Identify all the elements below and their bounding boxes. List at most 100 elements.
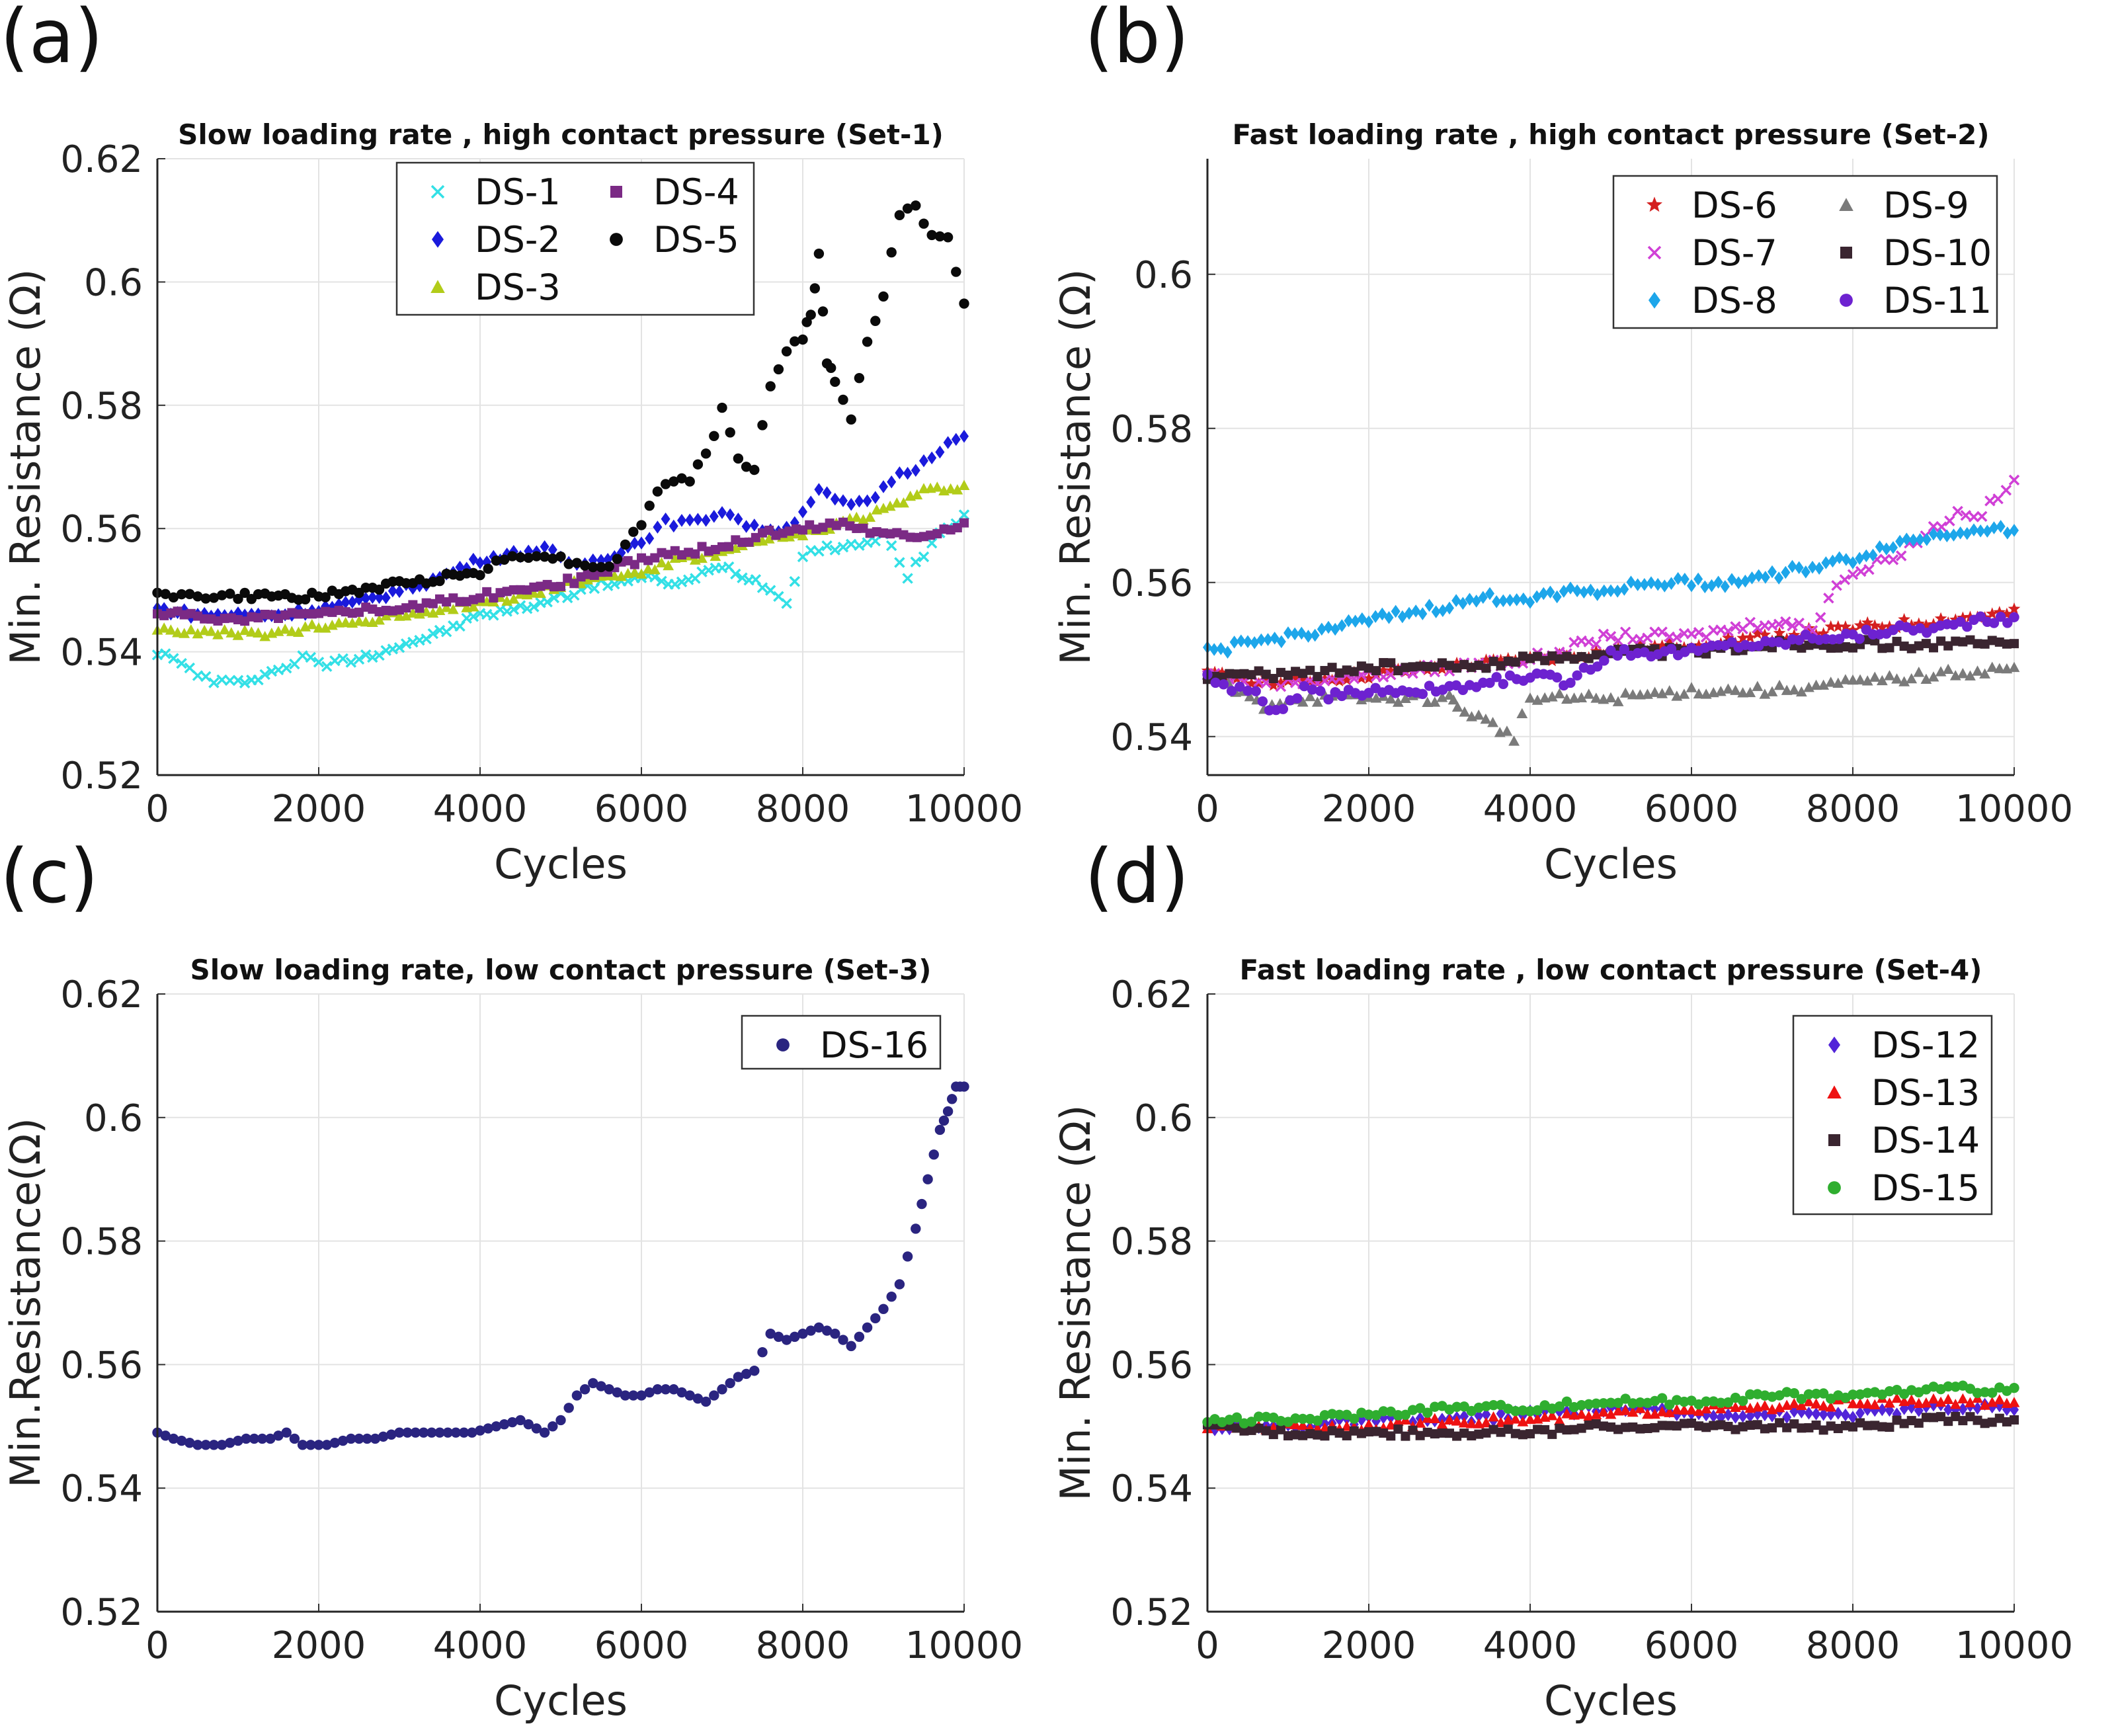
data-point [951, 433, 961, 446]
data-point [1965, 1412, 1975, 1422]
series-ds-16 [152, 1081, 969, 1450]
data-point [394, 1427, 405, 1438]
data-point [1510, 1428, 1520, 1438]
data-point [1510, 657, 1520, 667]
data-point [467, 1427, 477, 1438]
data-point [1510, 1405, 1521, 1417]
data-point [1803, 1395, 1814, 1407]
data-point [1261, 1426, 1271, 1436]
data-point [523, 552, 534, 563]
data-point [717, 402, 727, 413]
data-point [1590, 692, 1602, 703]
legend-marker [1828, 1036, 1840, 1054]
y-tick-label: 0.54 [1110, 1467, 1193, 1510]
data-point [1209, 643, 1219, 656]
data-point [1715, 1397, 1727, 1408]
data-point [652, 486, 663, 497]
data-point [1727, 573, 1736, 586]
data-point [507, 551, 518, 561]
data-point [374, 584, 385, 595]
data-point [870, 315, 881, 326]
data-point [1569, 654, 1579, 664]
data-point [475, 1425, 485, 1436]
data-point [911, 489, 923, 500]
data-point [1498, 679, 1509, 690]
data-point [233, 593, 243, 604]
data-point [684, 1390, 695, 1401]
data-point [1356, 1428, 1366, 1438]
data-point [730, 568, 741, 580]
y-tick-label: 0.6 [84, 1097, 143, 1140]
data-point [571, 558, 583, 568]
data-point [1738, 1422, 1748, 1432]
data-point [1774, 571, 1784, 585]
x-tick-label: 4000 [1483, 788, 1578, 831]
data-point [368, 591, 378, 604]
data-point [898, 497, 909, 508]
data-point [160, 589, 171, 599]
data-point [1949, 613, 1962, 626]
data-point [757, 420, 768, 431]
data-point [918, 551, 930, 563]
data-point [1869, 1399, 1881, 1410]
data-point [176, 657, 187, 669]
legend-marker [1647, 196, 1662, 212]
data-point [1811, 1421, 1821, 1430]
panel-label-d: (d) [1084, 834, 1190, 920]
data-point [1881, 542, 1891, 556]
data-point [1935, 521, 1947, 532]
data-point [212, 629, 224, 640]
data-point [1818, 1407, 1828, 1421]
x-tick-label: 8000 [1806, 788, 1900, 831]
data-point [1568, 692, 1580, 703]
data-point [1532, 1405, 1543, 1416]
data-point [862, 337, 873, 347]
data-point [184, 1438, 195, 1448]
x-tick-label: 4000 [1483, 1624, 1578, 1667]
y-tick-label: 0.58 [1110, 408, 1193, 451]
data-point [701, 513, 711, 527]
data-point [1789, 1387, 1799, 1399]
legend-marker [610, 186, 622, 198]
data-point [1492, 595, 1502, 608]
data-point [1296, 672, 1309, 684]
data-point [374, 614, 385, 625]
data-point [784, 531, 795, 542]
data-point [1716, 1420, 1726, 1430]
data-point [1720, 580, 1730, 593]
x-tick-label: 0 [145, 1624, 169, 1667]
data-point [279, 624, 291, 634]
data-point [660, 479, 671, 489]
data-point [1452, 663, 1462, 673]
data-point [1283, 626, 1293, 640]
data-point [1305, 665, 1315, 675]
data-point [1775, 1418, 1785, 1428]
data-point [239, 677, 251, 689]
data-point [645, 532, 655, 545]
data-point [1291, 1430, 1301, 1440]
data-point [523, 1419, 534, 1430]
data-point [588, 1378, 598, 1389]
data-point [1562, 651, 1572, 661]
data-point [1592, 661, 1603, 672]
legend-label: DS-1 [475, 171, 561, 213]
data-point [1605, 692, 1617, 703]
data-point [789, 575, 801, 587]
data-point [669, 476, 679, 487]
data-point [1814, 561, 1824, 575]
legend-label: DS-7 [1691, 232, 1777, 274]
y-tick-label: 0.58 [60, 1221, 143, 1264]
data-point [813, 1322, 825, 1333]
data-point [1848, 1422, 1857, 1432]
data-point [1496, 1407, 1506, 1421]
data-point [1445, 1428, 1454, 1438]
data-point [1633, 578, 1643, 591]
data-point [652, 1384, 663, 1395]
data-point [1965, 635, 1975, 645]
data-point [1231, 1412, 1242, 1423]
data-point [821, 540, 833, 552]
data-point [797, 1329, 808, 1339]
data-point [1378, 1406, 1389, 1417]
legend-marker [776, 1038, 790, 1052]
data-point [1914, 1404, 1924, 1417]
